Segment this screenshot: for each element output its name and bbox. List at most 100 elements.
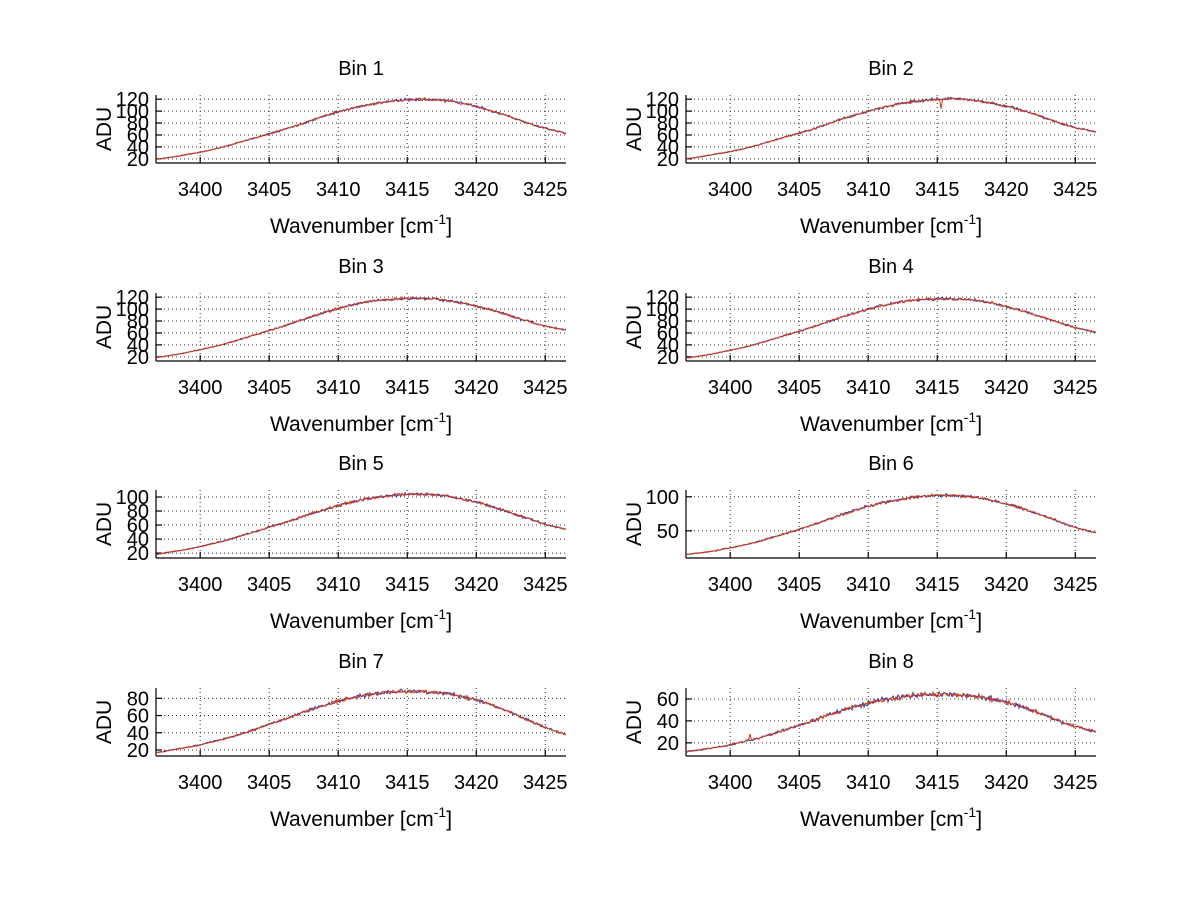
x-axis-tick-label: 3415 — [915, 574, 960, 596]
y-axis-tick-label: 80 — [127, 688, 149, 710]
y-axis-label: ADU — [93, 305, 116, 349]
series-group — [156, 97, 566, 160]
series-group — [156, 491, 566, 556]
y-axis-tick-label: 120 — [646, 287, 679, 309]
x-axis-tick-label: 3420 — [454, 574, 499, 596]
y-axis-tick-label: 40 — [657, 711, 679, 733]
x-axis-label: Wavenumber [cm-1] — [800, 606, 982, 633]
x-axis-label: Wavenumber [cm-1] — [270, 211, 452, 238]
y-axis-tick-label: 100 — [116, 487, 149, 509]
x-axis-label: Wavenumber [cm-1] — [800, 211, 982, 238]
x-axis-label: Wavenumber [cm-1] — [800, 804, 982, 831]
x-axis-tick-label: 3405 — [247, 574, 292, 596]
y-axis-label: ADU — [93, 107, 116, 151]
x-axis-tick-label: 3425 — [523, 179, 568, 201]
x-axis-tick-label: 3420 — [984, 574, 1029, 596]
y-axis-label: ADU — [623, 700, 646, 744]
series-line-blue — [156, 97, 566, 160]
x-axis-tick-label: 3415 — [915, 772, 960, 794]
x-axis-tick-label: 3400 — [708, 772, 753, 794]
x-axis-tick-label: 3405 — [247, 377, 292, 399]
x-axis-tick-label: 3410 — [846, 574, 891, 596]
y-axis-tick-label: 20 — [127, 543, 149, 565]
x-axis-tick-label: 3420 — [454, 772, 499, 794]
series-line-blue — [156, 296, 566, 359]
series-line-blue — [686, 96, 1096, 160]
x-axis-tick-label: 3425 — [523, 377, 568, 399]
y-axis-tick-label: 100 — [646, 299, 679, 321]
y-axis-tick-label: 60 — [657, 689, 679, 711]
plot-title: Bin 5 — [338, 453, 384, 475]
y-axis-tick-label: 40 — [657, 335, 679, 357]
x-axis-label: Wavenumber [cm-1] — [800, 409, 982, 436]
x-axis-tick-label: 3400 — [178, 377, 223, 399]
x-axis-tick-label: 3405 — [247, 772, 292, 794]
plot-title: Bin 4 — [868, 256, 914, 278]
y-axis-tick-label: 100 — [646, 101, 679, 123]
series-line-blue — [686, 296, 1096, 359]
y-axis-tick-label: 20 — [127, 347, 149, 369]
y-axis-tick-label: 120 — [116, 287, 149, 309]
x-axis-tick-label: 3400 — [708, 377, 753, 399]
y-axis-label: ADU — [623, 305, 646, 349]
y-axis-label: ADU — [623, 502, 646, 546]
x-axis-tick-label: 3400 — [178, 772, 223, 794]
y-axis-label: ADU — [623, 107, 646, 151]
x-axis-tick-label: 3425 — [1053, 377, 1098, 399]
plot-title: Bin 8 — [868, 651, 914, 673]
x-axis-tick-label: 3425 — [1053, 772, 1098, 794]
x-axis-tick-label: 3410 — [316, 377, 361, 399]
y-axis-tick-label: 60 — [127, 706, 149, 728]
y-axis-tick-label: 40 — [127, 137, 149, 159]
x-axis-tick-label: 3420 — [454, 179, 499, 201]
x-axis-tick-label: 3405 — [777, 772, 822, 794]
series-line-red — [156, 688, 566, 754]
x-axis-tick-label: 3405 — [777, 179, 822, 201]
series-line-red — [686, 493, 1096, 556]
subplot-bin-6: Bin 6 50 100 3400 3405 3410 3415 3420 3425 Wavenu… — [623, 453, 1098, 633]
plot-title: Bin 3 — [338, 256, 384, 278]
y-axis-tick-label: 100 — [646, 487, 679, 509]
x-axis-tick-label: 3420 — [984, 772, 1029, 794]
x-axis-tick-label: 3400 — [178, 574, 223, 596]
x-axis-label: Wavenumber [cm-1] — [270, 804, 452, 831]
x-axis-tick-label: 3410 — [316, 179, 361, 201]
x-axis-tick-label: 3415 — [915, 179, 960, 201]
y-axis-tick-label: 40 — [657, 137, 679, 159]
x-axis-tick-label: 3425 — [523, 574, 568, 596]
plot-title: Bin 6 — [868, 453, 914, 475]
y-axis-tick-label: 20 — [657, 733, 679, 755]
series-line-red — [156, 97, 566, 160]
x-axis-tick-label: 3410 — [846, 772, 891, 794]
y-axis-tick-label: 60 — [127, 323, 149, 345]
y-axis-label: ADU — [93, 502, 116, 546]
x-axis-tick-label: 3400 — [178, 179, 223, 201]
x-axis-tick-label: 3415 — [385, 377, 430, 399]
x-axis-tick-label: 3405 — [777, 574, 822, 596]
y-axis-tick-label: 80 — [657, 113, 679, 135]
x-axis-tick-label: 3425 — [1053, 179, 1098, 201]
y-axis-tick-label: 80 — [127, 311, 149, 333]
y-axis-tick-label: 40 — [127, 529, 149, 551]
x-axis-tick-label: 3410 — [316, 574, 361, 596]
series-line-red — [686, 97, 1096, 160]
y-axis-tick-label: 60 — [657, 125, 679, 147]
x-axis-tick-label: 3425 — [1053, 574, 1098, 596]
y-axis-tick-label: 120 — [116, 89, 149, 111]
y-axis-tick-label: 60 — [127, 125, 149, 147]
x-axis-tick-label: 3410 — [846, 179, 891, 201]
series-group — [156, 688, 566, 754]
series-group — [686, 492, 1096, 556]
x-axis-tick-label: 3415 — [385, 179, 430, 201]
y-axis-tick-label: 60 — [657, 323, 679, 345]
series-group — [156, 296, 566, 359]
y-axis-tick-label: 40 — [127, 723, 149, 745]
x-axis-tick-label: 3410 — [846, 377, 891, 399]
y-axis-tick-label: 20 — [127, 740, 149, 762]
